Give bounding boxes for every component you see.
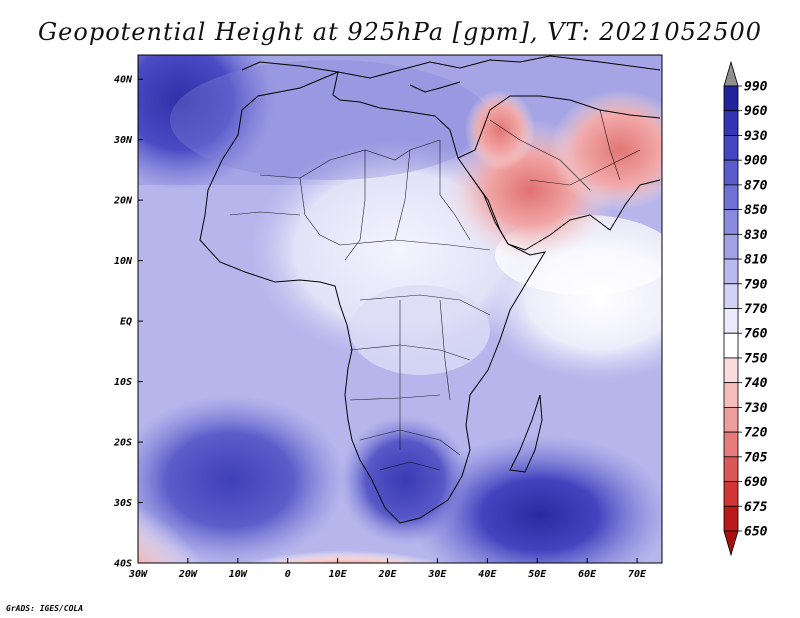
lat-tick-label: 40S xyxy=(114,559,132,570)
lon-tick-label: 10E xyxy=(329,569,348,580)
colorbar-swatch xyxy=(723,184,739,211)
lat-tick-label: 10N xyxy=(114,256,133,267)
colorbar: 990 960 930 900 870 850 830 810 790 770 760 750 740 7… xyxy=(723,60,768,557)
madagascar-coastline xyxy=(509,394,543,473)
colorbar-label: 810 xyxy=(744,253,768,268)
colorbar-label: 960 xyxy=(744,104,768,119)
colorbar-label: 750 xyxy=(744,351,768,366)
lon-tick-label: 20E xyxy=(377,569,397,580)
lon-tick-label: 70E xyxy=(628,569,647,580)
colorbar-label: 870 xyxy=(744,178,768,193)
colorbar-swatch xyxy=(723,233,739,260)
colorbar-label: 850 xyxy=(744,203,768,218)
colorbar-label: 740 xyxy=(744,376,768,391)
colorbar-swatch xyxy=(723,505,739,532)
colorbar-swatch xyxy=(723,209,739,235)
middle-east-coastline xyxy=(457,95,661,159)
colorbar-bottom-arrow xyxy=(723,530,739,557)
longitude-axis: 30W 20W 10W 0 10E 20E 30E 40E 50E 60E 70E xyxy=(128,558,647,580)
colorbar-swatch xyxy=(723,110,739,136)
colorbar-label: 900 xyxy=(744,154,768,169)
colorbar-swatch xyxy=(723,308,739,334)
colorbar-swatch xyxy=(723,283,739,309)
colorbar-top-arrow xyxy=(723,60,739,87)
colorbar-label: 730 xyxy=(744,401,768,416)
colorbar-label: 650 xyxy=(744,525,768,540)
colorbar-label: 990 xyxy=(744,80,768,95)
country-borders xyxy=(229,109,641,471)
lat-tick-label: 20N xyxy=(113,196,133,207)
lon-tick-label: 30W xyxy=(128,569,148,580)
colorbar-swatch xyxy=(723,431,739,458)
colorbar-swatch xyxy=(723,135,739,161)
map-frame xyxy=(137,54,663,564)
europe-coastline xyxy=(241,55,661,79)
lat-tick-label: 30S xyxy=(113,498,132,509)
arabia-coastline xyxy=(469,174,661,251)
colorbar-label: 720 xyxy=(744,426,768,441)
africa-coastline xyxy=(199,71,547,524)
colorbar-swatch xyxy=(723,159,739,186)
colorbar-swatch xyxy=(723,406,739,433)
latitude-axis: 40N 30N 20N 10N EQ 10S 20S 30S 40S xyxy=(113,75,143,570)
lon-tick-label: 30E xyxy=(427,569,447,580)
coastlines xyxy=(199,55,661,524)
lat-tick-label: 30N xyxy=(113,135,133,146)
mediterranean-islands xyxy=(409,81,461,93)
height-field xyxy=(138,55,662,563)
colorbar-swatch xyxy=(723,332,739,359)
lat-tick-label: 40N xyxy=(114,75,133,86)
lon-tick-label: 0 xyxy=(285,569,291,580)
colorbar-label: 790 xyxy=(744,277,768,292)
colorbar-label: 675 xyxy=(744,500,768,515)
lat-tick-label: 20S xyxy=(113,438,132,449)
lon-tick-label: 60E xyxy=(578,569,597,580)
lon-tick-label: 20W xyxy=(178,569,198,580)
lat-tick-label: 10S xyxy=(114,377,132,388)
colorbar-label: 690 xyxy=(744,475,768,490)
lon-tick-label: 10W xyxy=(229,569,248,580)
colorbar-label: 830 xyxy=(744,228,768,243)
colorbar-swatch xyxy=(723,357,739,384)
colorbar-label: 930 xyxy=(744,129,768,144)
colorbar-swatch xyxy=(723,382,739,408)
lat-tick-label: EQ xyxy=(120,317,132,328)
colorbar-label: 705 xyxy=(744,450,768,465)
colorbar-swatch xyxy=(723,456,739,482)
colorbar-swatch xyxy=(723,258,739,285)
map-title: Geopotential Height at 925hPa [gpm], VT:… xyxy=(38,18,762,46)
lon-tick-label: 40E xyxy=(478,569,497,580)
colorbar-label: 770 xyxy=(744,302,768,317)
colorbar-swatch xyxy=(723,481,739,507)
colorbar-label: 760 xyxy=(744,327,768,342)
grads-credit: GrADS: IGES/COLA xyxy=(6,604,84,613)
colorbar-swatch xyxy=(723,85,739,112)
lon-tick-label: 50E xyxy=(528,569,547,580)
